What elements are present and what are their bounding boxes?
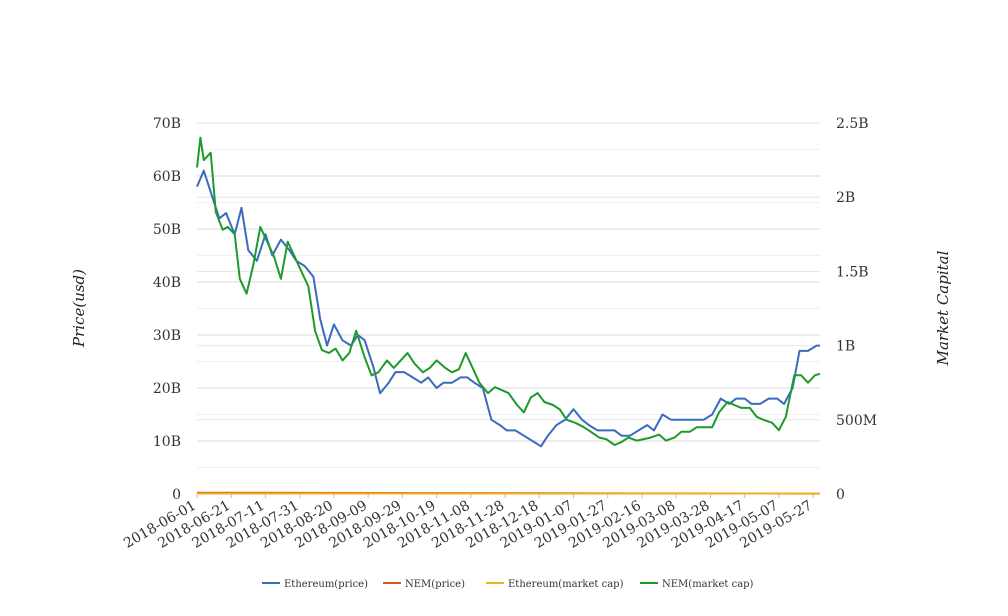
left-y-tick-label: 70B (153, 116, 181, 132)
left-y-axis: 0 10B 20B 30B 40B 50B 60B 70B (153, 116, 181, 503)
left-y-tick-label: 60B (153, 169, 181, 185)
left-y-tick-label: 20B (153, 381, 181, 397)
left-y-tick-label: 10B (153, 434, 181, 450)
right-y-tick-label: 1.5B (836, 264, 869, 280)
grid-lines (197, 122, 820, 468)
legend-label: NEM(price) (405, 579, 465, 590)
legend: Ethereum(price) NEM(price) Ethereum(market… (262, 579, 754, 590)
legend-item: NEM(price) (383, 579, 465, 590)
legend-label: Ethereum(price) (284, 579, 368, 590)
left-y-tick-label: 30B (153, 328, 181, 344)
legend-item: NEM(market cap) (640, 579, 754, 590)
left-y-axis-title: Price(usd) (70, 269, 88, 348)
right-y-axis-title: Market Capital (934, 250, 952, 366)
left-y-tick-label: 0 (172, 487, 181, 503)
series-lines (196, 136, 821, 495)
series-line-nem-market-cap (196, 136, 821, 446)
legend-item: Ethereum(price) (262, 579, 368, 590)
right-y-axis: 0 500M 1B 1.5B 2B 2.5B (836, 116, 877, 503)
right-y-tick-label: 500M (836, 413, 877, 429)
right-y-tick-label: 1B (836, 339, 855, 355)
legend-item: Ethereum(market cap) (486, 579, 624, 590)
x-axis: 2018-06-012018-06-212018-07-112018-07-31… (121, 493, 820, 552)
left-y-tick-label: 40B (153, 275, 181, 291)
right-y-tick-label: 0 (836, 487, 845, 503)
right-y-tick-label: 2B (836, 190, 855, 206)
left-y-tick-label: 50B (153, 222, 181, 238)
legend-label: Ethereum(market cap) (508, 579, 624, 590)
legend-label: NEM(market cap) (662, 579, 754, 590)
right-y-tick-label: 2.5B (836, 116, 869, 132)
